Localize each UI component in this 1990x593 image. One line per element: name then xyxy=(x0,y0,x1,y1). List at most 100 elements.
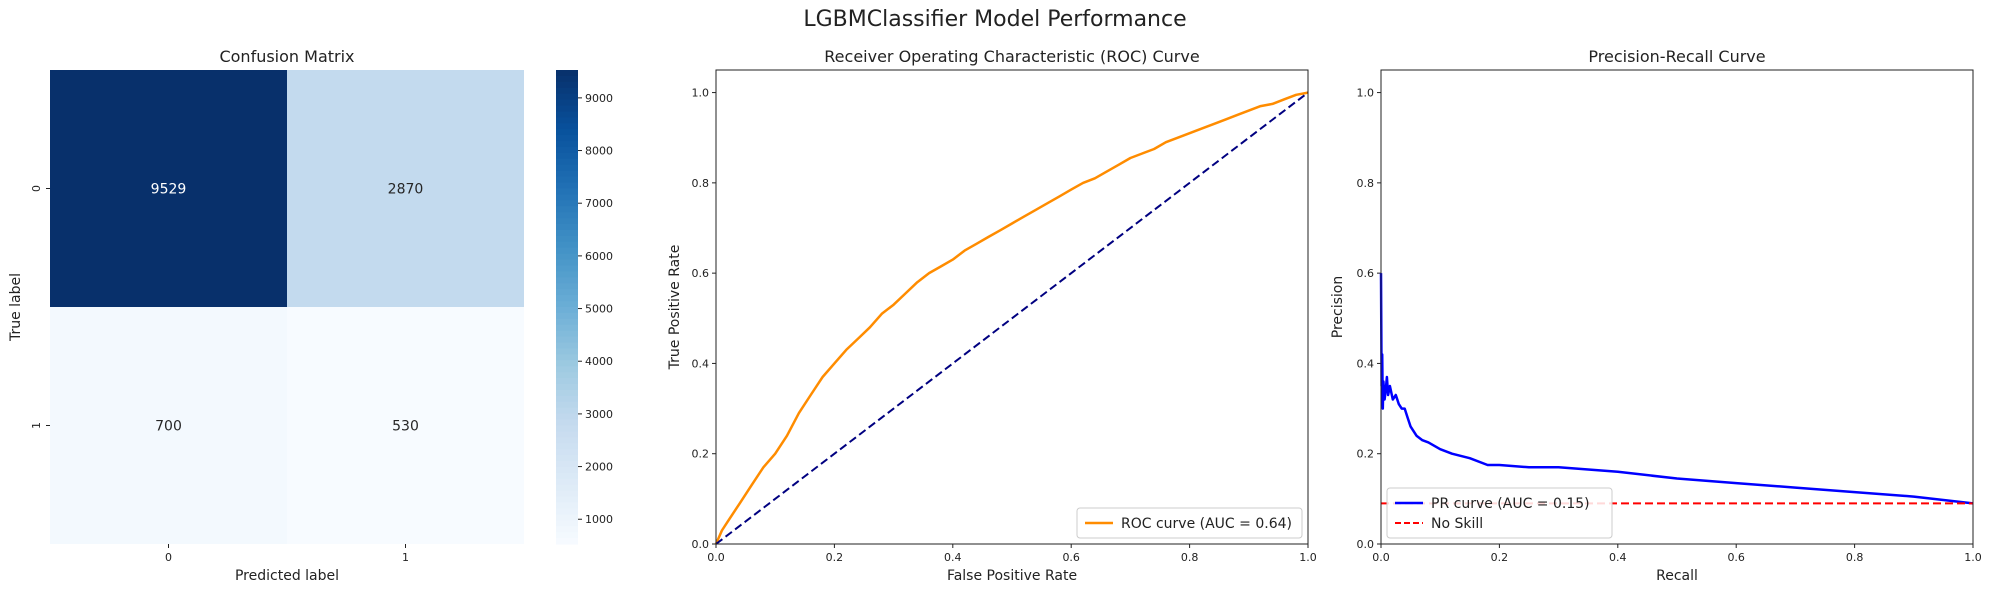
colorbar-segment xyxy=(556,360,578,367)
pr-title: Precision-Recall Curve xyxy=(1588,47,1765,66)
x-tick-label: 1.0 xyxy=(1964,551,1982,564)
colorbar-segment xyxy=(556,283,578,290)
colorbar-segment xyxy=(556,301,578,308)
colorbar-segment xyxy=(556,342,578,350)
colorbar-segment xyxy=(556,455,578,462)
x-tick-label: 0.6 xyxy=(1062,551,1080,564)
colorbar-segment xyxy=(556,70,578,77)
colorbar-segment xyxy=(556,152,578,160)
colorbar-segment xyxy=(556,247,578,255)
heatmap-cell-label: 2870 xyxy=(388,182,424,198)
colorbar-segment xyxy=(556,378,578,385)
colorbar-tick-label: 6000 xyxy=(585,250,613,263)
colorbar-segment xyxy=(556,532,578,539)
colorbar-segment xyxy=(556,135,578,142)
colorbar-segment xyxy=(556,348,578,355)
colorbar-segment xyxy=(556,407,578,415)
colorbar-tick-label: 7000 xyxy=(585,197,613,210)
colorbar-segment xyxy=(556,324,578,332)
colorbar-segment xyxy=(556,235,578,243)
pr-panel: Precision-Recall Curve 0.0 0.2 0.4 0.6 0.8 1.… xyxy=(1330,47,1982,584)
x-tick-label: 1.0 xyxy=(1299,551,1317,564)
colorbar-segment xyxy=(556,538,578,545)
colorbar-segment xyxy=(556,81,578,89)
heatmap-cell-label: 530 xyxy=(392,419,419,435)
colorbar-segment xyxy=(556,425,578,433)
heatmap-cell xyxy=(50,70,287,307)
colorbar-segment xyxy=(556,123,578,130)
plot-frame xyxy=(715,69,1309,545)
x-tick-label: 0.6 xyxy=(1727,551,1745,564)
y-tick-label: 0.8 xyxy=(1357,177,1375,190)
y-tick-label: 0.2 xyxy=(692,448,710,461)
pr-axes: 0.0 0.2 0.4 0.6 0.8 1.0 0.0 0.2 0.4 0.6 0.8 1.0 PR c… xyxy=(1357,69,1982,564)
colorbar-segment xyxy=(556,188,578,196)
colorbar-segment xyxy=(556,147,578,154)
y-tick-label: 0.0 xyxy=(692,538,710,551)
y-tick-label: 1.0 xyxy=(692,87,710,100)
x-tick-label: 0.4 xyxy=(944,551,962,564)
colorbar-segment xyxy=(556,449,578,456)
y-tick-label: 0.2 xyxy=(1357,448,1375,461)
colorbar-segment xyxy=(556,514,578,521)
colorbar-segment xyxy=(556,413,578,421)
y-tick-label: 0.8 xyxy=(692,177,710,190)
colorbar-segment xyxy=(556,117,578,124)
x-tick-label: 0.0 xyxy=(707,551,725,564)
y-tick-label: 1 xyxy=(30,422,43,429)
colorbar-segment xyxy=(556,502,578,510)
y-tick-label: 0.6 xyxy=(692,267,710,280)
colorbar-segment xyxy=(556,253,578,261)
heatmap-cell xyxy=(287,70,524,307)
x-tick-label: 0.0 xyxy=(1372,551,1390,564)
colorbar-tick-label: 2000 xyxy=(585,461,613,474)
x-tick-label: 0 xyxy=(165,551,172,564)
colorbar-segment xyxy=(556,271,578,278)
colorbar-tick-label: 3000 xyxy=(585,408,613,421)
plot-frame xyxy=(1380,69,1974,545)
roc-x-axis-label: False Positive Rate xyxy=(947,568,1077,584)
colorbar-segment xyxy=(556,526,578,533)
colorbar-segment xyxy=(556,158,578,166)
colorbar-segment xyxy=(556,508,578,515)
legend-label: No Skill xyxy=(1431,516,1483,532)
colorbar-segment xyxy=(556,354,578,361)
colorbar-segment xyxy=(556,93,578,101)
colorbar-segment xyxy=(556,466,578,474)
heatmap-cell xyxy=(287,307,524,544)
colorbar-segment xyxy=(556,212,578,219)
colorbar-segment xyxy=(556,307,578,314)
y-tick-label: 0.4 xyxy=(692,357,710,370)
colorbar-segment xyxy=(556,129,578,136)
colorbar-segment xyxy=(556,366,578,373)
colorbar-tick-label: 4000 xyxy=(585,355,613,368)
colorbar-segment xyxy=(556,289,578,296)
x-tick-label: 0.2 xyxy=(1491,551,1509,564)
colorbar-segment xyxy=(556,312,578,320)
colorbar-segment xyxy=(556,170,578,178)
legend-box xyxy=(1076,507,1303,539)
colorbar-segment xyxy=(556,330,578,338)
colorbar-segment xyxy=(556,336,578,344)
heatmap-cell-label: 700 xyxy=(155,419,182,435)
colorbar-segment xyxy=(556,490,578,498)
y-tick-label: 0.0 xyxy=(1357,538,1375,551)
colorbar-segment xyxy=(556,431,578,438)
colorbar-segment xyxy=(556,389,578,397)
colorbar-segment xyxy=(556,443,578,450)
colorbar-segment xyxy=(556,75,578,83)
colorbar-segment xyxy=(556,401,578,409)
colorbar-segment xyxy=(556,472,578,480)
colorbar-segment xyxy=(556,520,578,527)
pr-y-axis-label: Precision xyxy=(1330,276,1346,338)
colorbar-segment xyxy=(556,229,578,237)
confusion-matrix-y-ticks: 01 xyxy=(30,185,50,429)
colorbar-segment xyxy=(556,259,578,267)
colorbar-tick-label: 1000 xyxy=(585,513,613,526)
series-line xyxy=(714,91,1309,545)
colorbar-segment xyxy=(556,200,578,207)
colorbar: 1000 2000 3000 4000 5000 6000 7000 8000 9000 xyxy=(556,70,613,545)
